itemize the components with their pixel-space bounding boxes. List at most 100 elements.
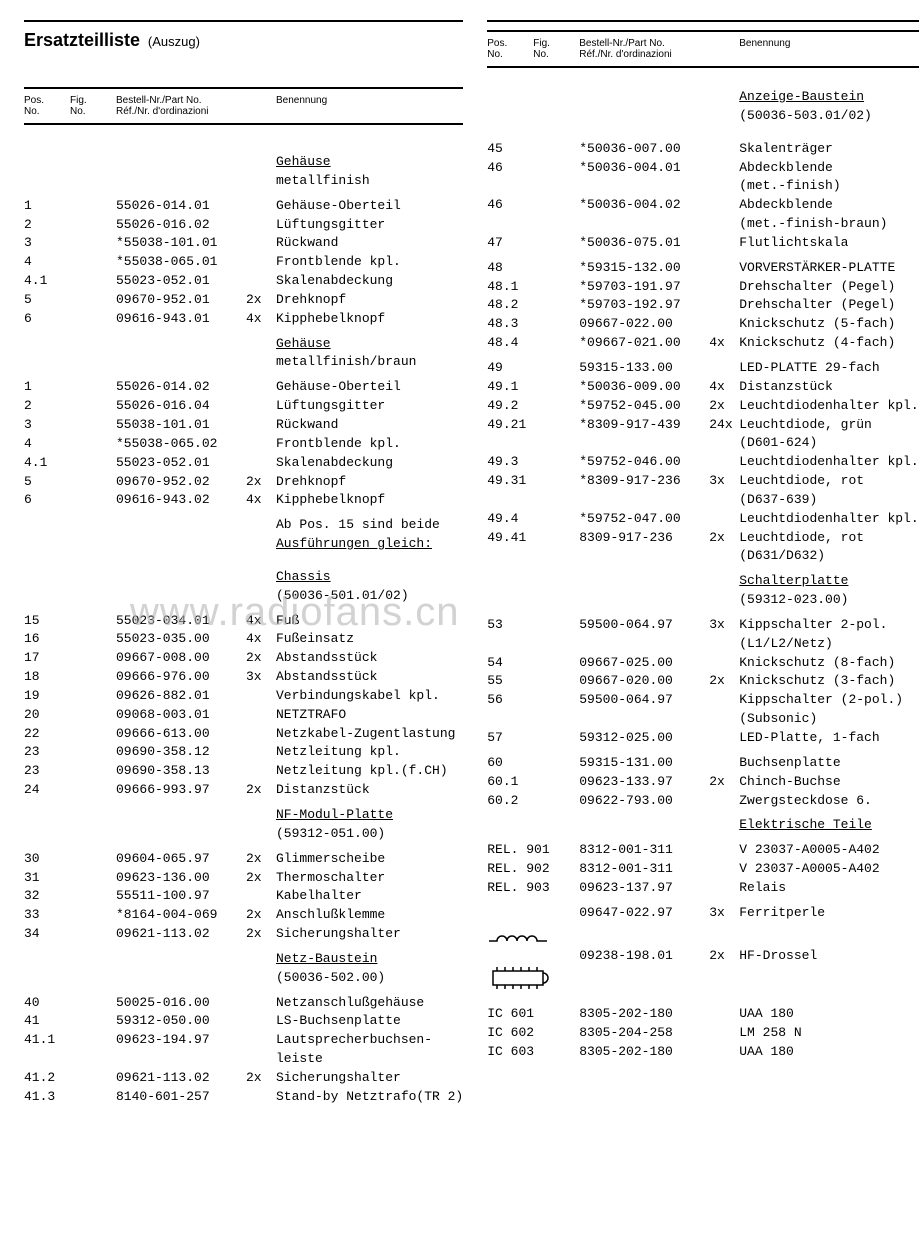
table-row: 2209666-613.00Netzkabel-Zugentlastung bbox=[24, 725, 463, 744]
table-row: (met.-finish-braun) bbox=[487, 215, 918, 234]
section-sub: metallfinish bbox=[276, 172, 463, 191]
table-row: 155026-014.02Gehäuse-Oberteil bbox=[24, 378, 463, 397]
section-sub: (59312-023.00) bbox=[739, 591, 918, 610]
page-title: Ersatzteilliste bbox=[24, 30, 140, 50]
table-row: 09238-198.012xHF-Drossel bbox=[487, 947, 918, 966]
section-schalterplatte: Schalterplatte bbox=[739, 572, 918, 591]
table-row: (D637-639) bbox=[487, 491, 918, 510]
table-row: 49.21*8309-917-43924xLeuchtdiode, grün bbox=[487, 416, 918, 435]
table-row: 48.1*59703-191.97Drehschalter (Pegel) bbox=[487, 278, 918, 297]
table-row: 4*55038-065.02Frontblende kpl. bbox=[24, 435, 463, 454]
note-line-1: Ab Pos. 15 sind beide bbox=[276, 516, 463, 535]
table-row: 46*50036-004.02Abdeckblende bbox=[487, 196, 918, 215]
table-row: 1809666-976.003xAbstandsstück bbox=[24, 668, 463, 687]
header-fig: Fig.No. bbox=[533, 38, 579, 60]
page-title-block: Ersatzteilliste (Auszug) bbox=[24, 30, 463, 51]
header-part: Bestell-Nr./Part No.Réf./Nr. d'ordinazio… bbox=[579, 38, 709, 60]
table-row: 1909626-882.01Verbindungskabel kpl. bbox=[24, 687, 463, 706]
table-row: 1555023-034.014xFuß bbox=[24, 612, 463, 631]
table-row: 3009604-065.972xGlimmerscheibe bbox=[24, 850, 463, 869]
table-row: IC 6038305-202-180UAA 180 bbox=[487, 1043, 918, 1062]
table-row: 09647-022.973xFerritperle bbox=[487, 904, 918, 923]
table-row: 48.2*59703-192.97Drehschalter (Pegel) bbox=[487, 296, 918, 315]
inductor-coil-icon bbox=[487, 929, 709, 947]
section-sub: (59312-051.00) bbox=[276, 825, 463, 844]
table-row: 3*55038-101.01Rückwand bbox=[24, 234, 463, 253]
table-row: 49.4*59752-047.00Leuchtdiodenhalter kpl. bbox=[487, 510, 918, 529]
header-part: Bestell-Nr./Part No.Réf./Nr. d'ordinazio… bbox=[116, 95, 246, 117]
table-row: (Subsonic) bbox=[487, 710, 918, 729]
table-row: 255026-016.02Lüftungsgitter bbox=[24, 216, 463, 235]
table-row: 3409621-113.022xSicherungshalter bbox=[24, 925, 463, 944]
table-row: 255026-016.04Lüftungsgitter bbox=[24, 397, 463, 416]
ic-chip-icon bbox=[487, 965, 709, 991]
table-row: 49.3*59752-046.00Leuchtdiodenhalter kpl. bbox=[487, 453, 918, 472]
table-row: 45*50036-007.00Skalenträger bbox=[487, 140, 918, 159]
section-sub: (50036-501.01/02) bbox=[276, 587, 463, 606]
right-column-header: Pos.No. Fig.No. Bestell-Nr./Part No.Réf.… bbox=[487, 30, 918, 68]
table-row: 509670-952.022xDrehknopf bbox=[24, 473, 463, 492]
table-row: 2009068-003.01NETZTRAFO bbox=[24, 706, 463, 725]
table-row: 5409667-025.00Knickschutz (8-fach) bbox=[487, 654, 918, 673]
table-row: (L1/L2/Netz) bbox=[487, 635, 918, 654]
table-row: 5359500-064.973xKippschalter 2-pol. bbox=[487, 616, 918, 635]
header-fig: Fig.No. bbox=[70, 95, 116, 117]
section-sub: (50036-503.01/02) bbox=[739, 107, 918, 126]
table-row: 4050025-016.00Netzanschlußgehäuse bbox=[24, 994, 463, 1013]
table-row: (D601-624) bbox=[487, 434, 918, 453]
table-row: 155026-014.01Gehäuse-Oberteil bbox=[24, 197, 463, 216]
table-row: 355038-101.01Rückwand bbox=[24, 416, 463, 435]
table-row: 60.209622-793.00Zwergsteckdose 6. bbox=[487, 792, 918, 811]
table-row: IC 6018305-202-180UAA 180 bbox=[487, 1005, 918, 1024]
table-row: (met.-finish) bbox=[487, 177, 918, 196]
section-sub: (50036-502.00) bbox=[276, 969, 463, 988]
table-row: 41.38140-601-257Stand-by Netztrafo(TR 2) bbox=[24, 1088, 463, 1107]
table-row: 5659500-064.97Kippschalter (2-pol.) bbox=[487, 691, 918, 710]
table-row: (D631/D632) bbox=[487, 547, 918, 566]
table-row: 41.209621-113.022xSicherungshalter bbox=[24, 1069, 463, 1088]
table-row: 49.1*50036-009.004xDistanzstück bbox=[487, 378, 918, 397]
table-row: 5509667-020.002xKnickschutz (3-fach) bbox=[487, 672, 918, 691]
table-row: REL. 90309623-137.97Relais bbox=[487, 879, 918, 898]
table-row: 509670-952.012xDrehknopf bbox=[24, 291, 463, 310]
note-line-2: Ausführungen gleich: bbox=[276, 535, 463, 554]
table-row: 4*55038-065.01Frontblende kpl. bbox=[24, 253, 463, 272]
right-column: Pos.No. Fig.No. Bestell-Nr./Part No.Réf.… bbox=[487, 20, 918, 1107]
table-row: 2309690-358.13Netzleitung kpl.(f.CH) bbox=[24, 762, 463, 781]
table-row: 3109623-136.002xThermoschalter bbox=[24, 869, 463, 888]
table-row: IC 6028305-204-258LM 258 N bbox=[487, 1024, 918, 1043]
table-row: 4.155023-052.01Skalenabdeckung bbox=[24, 454, 463, 473]
table-row: 4159312-050.00LS-Buchsenplatte bbox=[24, 1012, 463, 1031]
header-pos: Pos.No. bbox=[487, 38, 533, 60]
section-gehaeuse-2: Gehäuse bbox=[276, 335, 463, 354]
section-anzeige-baustein: Anzeige-Baustein bbox=[739, 88, 918, 107]
section-nf-modul: NF-Modul-Platte bbox=[276, 806, 463, 825]
table-row: 60.109623-133.972xChinch-Buchse bbox=[487, 773, 918, 792]
table-row: 49.418309-917-2362xLeuchtdiode, rot bbox=[487, 529, 918, 548]
table-row: 1709667-008.002xAbstandsstück bbox=[24, 649, 463, 668]
table-row: 49.2*59752-045.002xLeuchtdiodenhalter kp… bbox=[487, 397, 918, 416]
left-column: Ersatzteilliste (Auszug) Pos.No. Fig.No.… bbox=[24, 20, 463, 1107]
section-sub: metallfinish/braun bbox=[276, 353, 463, 372]
section-elektrische-teile: Elektrische Teile bbox=[739, 816, 918, 835]
header-name: Benennung bbox=[739, 38, 918, 49]
table-row: 2309690-358.12Netzleitung kpl. bbox=[24, 743, 463, 762]
table-row: 2409666-993.972xDistanzstück bbox=[24, 781, 463, 800]
table-row: 48.309667-022.00Knickschutz (5-fach) bbox=[487, 315, 918, 334]
table-row bbox=[487, 929, 918, 947]
header-pos: Pos.No. bbox=[24, 95, 70, 117]
table-row: 3255511-100.97Kabelhalter bbox=[24, 887, 463, 906]
table-row: 609616-943.014xKipphebelknopf bbox=[24, 310, 463, 329]
section-netz-baustein: Netz-Baustein bbox=[276, 950, 463, 969]
section-chassis: Chassis bbox=[276, 568, 463, 587]
table-row: 4959315-133.00LED-PLATTE 29-fach bbox=[487, 359, 918, 378]
table-row: 6059315-131.00Buchsenplatte bbox=[487, 754, 918, 773]
table-row: 1655023-035.004xFußeinsatz bbox=[24, 630, 463, 649]
table-row: 46*50036-004.01Abdeckblende bbox=[487, 159, 918, 178]
table-row: 5759312-025.00LED-Platte, 1-fach bbox=[487, 729, 918, 748]
table-row: 47*50036-075.01Flutlichtskala bbox=[487, 234, 918, 253]
section-gehaeuse-1: Gehäuse bbox=[276, 153, 463, 172]
table-row bbox=[487, 965, 918, 991]
table-row: 49.31*8309-917-2363xLeuchtdiode, rot bbox=[487, 472, 918, 491]
left-column-header: Pos.No. Fig.No. Bestell-Nr./Part No.Réf.… bbox=[24, 87, 463, 125]
